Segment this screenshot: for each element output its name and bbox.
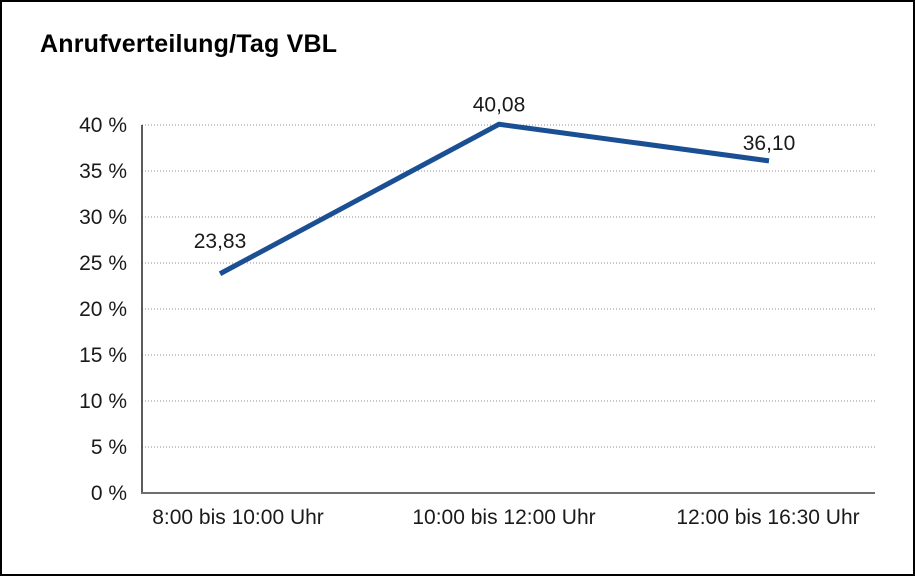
y-tick-label: 35 % — [79, 160, 127, 183]
chart-title: Anrufverteilung/Tag VBL — [40, 30, 338, 58]
y-tick-label: 40 % — [79, 114, 127, 137]
x-category-label: 10:00 bis 12:00 Uhr — [412, 506, 595, 529]
data-label: 36,10 — [743, 132, 796, 155]
data-label: 40,08 — [473, 93, 526, 116]
y-tick-label: 10 % — [79, 390, 127, 413]
x-category-label: 12:00 bis 16:30 Uhr — [676, 506, 859, 529]
y-tick-label: 30 % — [79, 206, 127, 229]
x-category-label: 8:00 bis 10:00 Uhr — [152, 506, 324, 529]
y-tick-label: 20 % — [79, 298, 127, 321]
y-tick-label: 15 % — [79, 344, 127, 367]
y-tick-label: 5 % — [91, 436, 127, 459]
y-tick-label: 25 % — [79, 252, 127, 275]
y-tick-label: 0 % — [91, 482, 127, 505]
series-line — [218, 121, 770, 276]
data-label: 23,83 — [194, 230, 247, 253]
